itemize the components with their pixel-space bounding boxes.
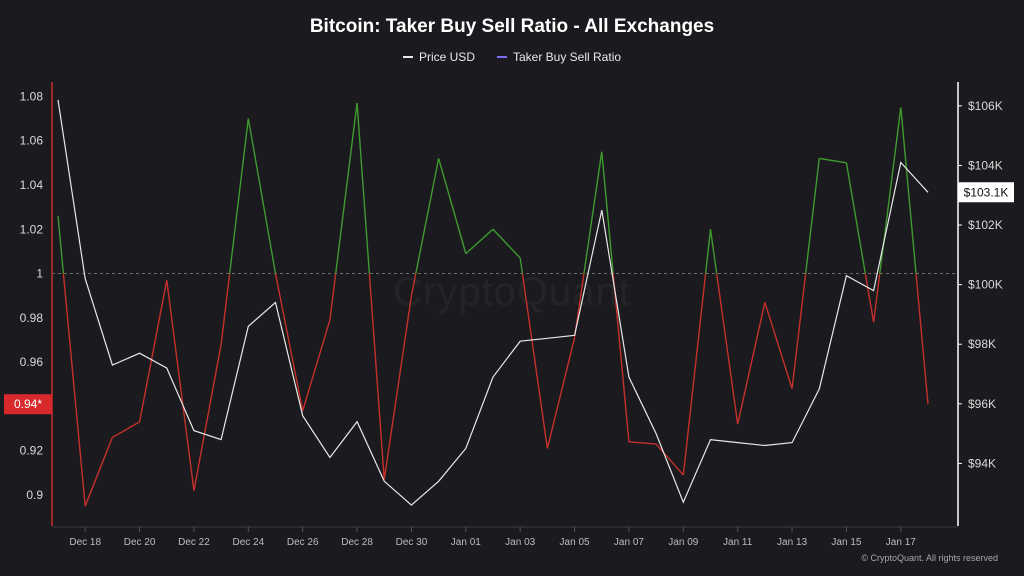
legend-label-price: Price USD — [418, 50, 475, 64]
left-axis-tick-label: 1 — [36, 267, 43, 281]
right-axis-tick-label: $96K — [968, 397, 996, 411]
copyright-text: © CryptoQuant. All rights reserved — [861, 553, 998, 563]
ratio-line-segment — [804, 158, 820, 274]
x-axis-tick-label: Dec 22 — [178, 537, 210, 548]
right-axis-tick-label: $102K — [968, 218, 1003, 232]
ratio-line-segment — [193, 344, 222, 491]
left-axis-tick-label: 0.9 — [26, 488, 43, 502]
ratio-line-segment — [274, 273, 304, 411]
legend-swatch-ratio — [496, 56, 507, 58]
price-current-label-box — [958, 182, 1014, 203]
right-axis-tick-label: $100K — [968, 278, 1003, 292]
left-axis-tick-label: 1.04 — [20, 178, 44, 192]
ratio-line-segment — [709, 229, 718, 274]
ratio-line-segment — [247, 118, 277, 274]
ratio-line-segment — [329, 273, 337, 321]
ratio-line-segment — [166, 280, 195, 491]
legend-item-price[interactable]: Price USD — [402, 50, 475, 64]
legend-item-ratio[interactable]: Taker Buy Sell Ratio — [496, 50, 622, 64]
ratio-line-segment — [437, 158, 467, 254]
ratio-current-label: 0.94* — [14, 397, 42, 411]
ratio-line-segment — [764, 302, 793, 389]
ratio-line-segment — [84, 437, 114, 507]
ratio-line-segment — [682, 273, 707, 476]
ratio-line-segment — [521, 273, 549, 449]
ratio-line-segment — [737, 302, 766, 425]
right-axis-tick-label: $94K — [968, 456, 996, 470]
ratio-line-segment — [791, 273, 807, 389]
right-axis-tick-label: $104K — [968, 158, 1003, 172]
right-axis-tick-label: $98K — [968, 337, 996, 351]
ratio-line-segment — [138, 280, 168, 423]
x-axis-tick-label: Dec 26 — [287, 537, 319, 548]
x-axis-tick-label: Dec 28 — [341, 537, 373, 548]
ratio-line-segment — [368, 273, 385, 480]
left-axis-tick-label: 1.02 — [20, 222, 44, 236]
left-axis-tick-label: 0.92 — [20, 444, 44, 458]
ratio-line-segment — [302, 319, 331, 412]
x-axis-tick-label: Jan 09 — [668, 537, 698, 548]
left-axis-tick-label: 0.96 — [20, 355, 44, 369]
ratio-line-segment — [228, 118, 250, 274]
ratio-line-segment — [845, 162, 867, 274]
ratio-line-segment — [335, 102, 358, 274]
x-axis-tick-label: Jan 01 — [451, 537, 481, 548]
ratio-line-segment — [410, 273, 417, 296]
ratio-line-segment — [415, 158, 440, 274]
ratio-line-segment — [612, 273, 630, 442]
ratio-line-segment — [915, 273, 929, 405]
ratio-line-segment — [546, 337, 576, 449]
legend-label-ratio: Taker Buy Sell Ratio — [512, 50, 622, 64]
ratio-line-segment — [383, 295, 413, 480]
ratio-line-segment — [655, 443, 684, 476]
legend: Price USD Taker Buy Sell Ratio — [0, 50, 1024, 64]
ratio-line-segment — [715, 273, 739, 425]
ratio-line-segment — [628, 441, 657, 445]
x-axis-tick-label: Jan 13 — [777, 537, 807, 548]
watermark-text: CryptoQuant — [0, 270, 1024, 315]
left-axis-tick-label: 0.98 — [20, 311, 44, 325]
right-axis-tick-label: $106K — [968, 99, 1003, 113]
ratio-line-segment — [819, 157, 847, 164]
x-axis-tick-label: Jan 03 — [505, 537, 535, 548]
ratio-line-segment — [601, 151, 614, 274]
ratio-line-segment — [220, 273, 231, 345]
x-axis-tick-label: Dec 24 — [232, 537, 264, 548]
ratio-line-segment — [872, 273, 881, 323]
x-axis-tick-label: Dec 20 — [124, 537, 156, 548]
x-axis-tick-label: Jan 17 — [886, 537, 916, 548]
ratio-line-segment — [864, 273, 875, 323]
price-current-label: $103.1K — [964, 185, 1009, 199]
ratio-line-segment — [519, 257, 524, 274]
ratio-line-segment — [57, 215, 65, 274]
x-axis-tick-label: Jan 15 — [831, 537, 861, 548]
ratio-current-label-box — [4, 394, 52, 415]
ratio-line-segment — [492, 228, 521, 259]
x-axis-tick-label: Dec 18 — [69, 537, 101, 548]
price-line — [57, 99, 929, 506]
ratio-line-segment — [62, 273, 86, 507]
ratio-line-segment — [112, 421, 140, 439]
x-axis-tick-label: Jan 11 — [723, 537, 753, 548]
ratio-line-segment — [583, 151, 603, 274]
x-axis-tick-label: Dec 30 — [396, 537, 428, 548]
ratio-line-segment — [704, 229, 712, 274]
ratio-line-segment — [356, 102, 371, 274]
ratio-line-segment — [465, 228, 494, 255]
x-axis-tick-label: Jan 07 — [614, 537, 644, 548]
left-axis-tick-label: 1.08 — [20, 89, 44, 103]
x-axis-tick-label: Jan 05 — [560, 537, 590, 548]
ratio-line-segment — [900, 107, 917, 274]
left-axis-tick-label: 1.06 — [20, 134, 44, 148]
chart-title: Bitcoin: Taker Buy Sell Ratio - All Exch… — [309, 16, 715, 37]
legend-swatch-price — [402, 56, 413, 58]
